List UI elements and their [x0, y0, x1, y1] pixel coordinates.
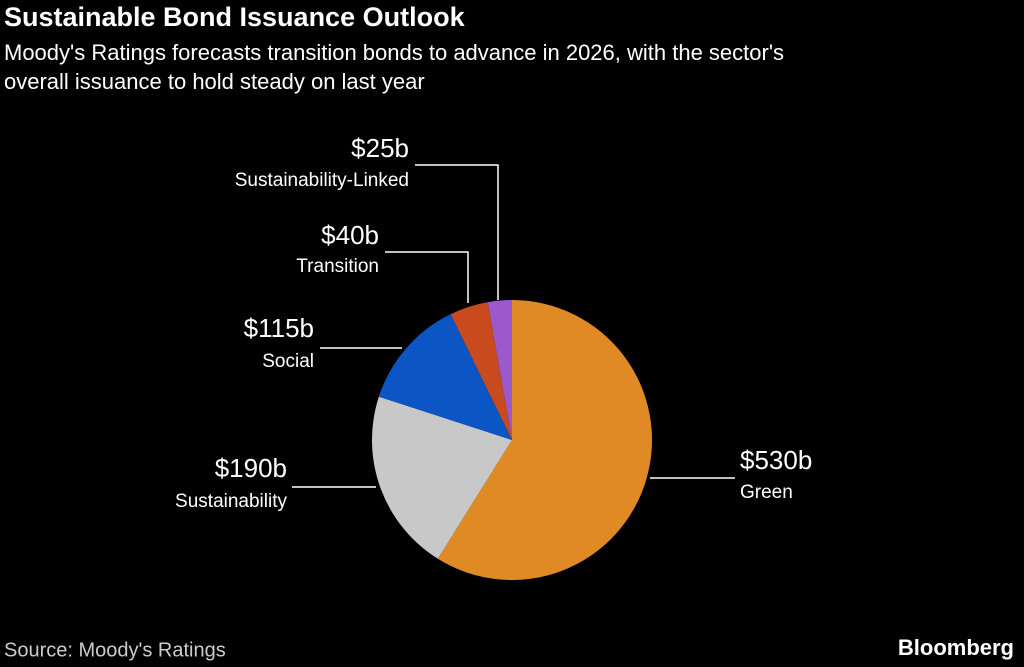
value-label: $40b	[321, 220, 379, 250]
category-label: Green	[740, 482, 793, 503]
value-label: $530b	[740, 445, 812, 475]
pie-slice	[437, 300, 652, 580]
chart-title: Sustainable Bond Issuance Outlook	[4, 2, 466, 32]
chart-subtitle: overall issuance to hold steady on last …	[4, 69, 425, 94]
source: Source: Moody's Ratings	[4, 639, 226, 661]
pie-slice	[450, 302, 512, 440]
chart-subtitle: Moody's Ratings forecasts transition bon…	[4, 40, 784, 65]
category-label: Social	[262, 351, 314, 372]
value-label: $190b	[215, 453, 287, 483]
leader-line	[415, 164, 499, 300]
category-label: Sustainability	[175, 491, 287, 512]
value-label: $115b	[244, 313, 314, 343]
leader-line	[385, 251, 469, 303]
category-label: Transition	[296, 256, 379, 277]
value-label: $25b	[351, 133, 409, 163]
pie-slice	[487, 300, 512, 440]
brand: Bloomberg	[898, 635, 1014, 660]
category-label: Sustainability-Linked	[235, 170, 409, 191]
pie-slice	[378, 314, 512, 440]
pie-slice	[372, 396, 512, 559]
